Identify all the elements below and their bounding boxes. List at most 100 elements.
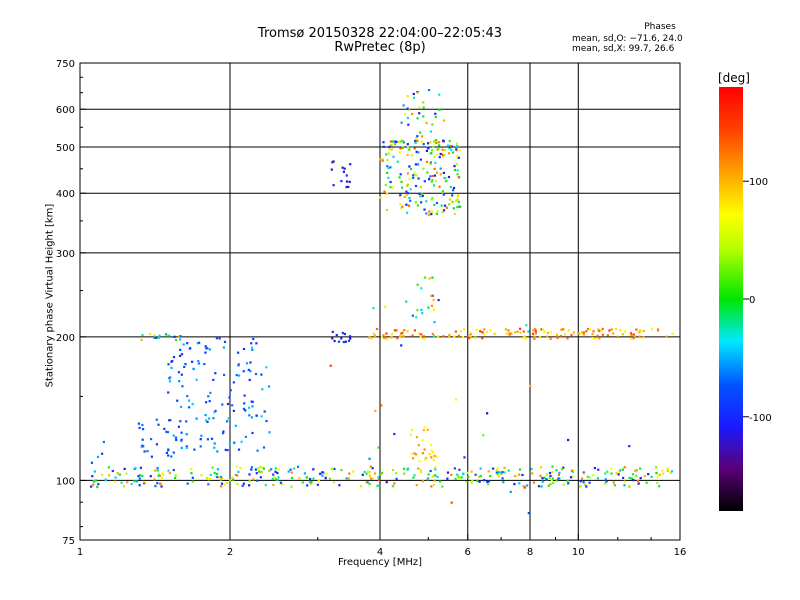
- data-point: [400, 121, 403, 124]
- data-point: [429, 130, 433, 133]
- data-point: [420, 140, 423, 143]
- data-point: [462, 473, 465, 476]
- data-point: [197, 362, 201, 365]
- data-point: [345, 477, 348, 480]
- data-point: [542, 328, 545, 331]
- data-point: [523, 336, 526, 339]
- data-point: [629, 337, 632, 340]
- data-point: [555, 479, 558, 482]
- x-tick-label: 8: [527, 547, 533, 558]
- data-point: [450, 473, 453, 476]
- data-point: [242, 482, 245, 485]
- data-point: [441, 153, 445, 157]
- data-point: [185, 446, 188, 449]
- data-point: [192, 368, 195, 371]
- data-point: [413, 329, 416, 332]
- data-point: [265, 420, 268, 423]
- data-point: [349, 337, 352, 340]
- data-point: [340, 337, 343, 340]
- data-point: [426, 478, 429, 481]
- data-point: [207, 483, 210, 486]
- data-point: [200, 434, 203, 437]
- data-point: [406, 107, 409, 110]
- data-point: [483, 479, 486, 482]
- data-point: [223, 373, 226, 376]
- data-point: [374, 409, 377, 412]
- data-point: [510, 332, 513, 335]
- data-point: [439, 152, 442, 156]
- data-point: [423, 425, 426, 429]
- data-point: [210, 437, 214, 440]
- data-point: [557, 477, 560, 480]
- data-point: [206, 347, 209, 350]
- data-point: [547, 484, 550, 487]
- data-point: [433, 203, 436, 206]
- data-point: [647, 473, 650, 476]
- data-point: [138, 477, 141, 480]
- data-point: [204, 351, 207, 354]
- data-point: [434, 112, 437, 115]
- data-point: [385, 209, 389, 212]
- data-point: [567, 482, 570, 485]
- data-point: [405, 184, 409, 187]
- data-point: [585, 330, 588, 333]
- data-point: [412, 476, 415, 479]
- data-point: [368, 474, 371, 477]
- data-point: [367, 470, 370, 473]
- data-point: [534, 332, 537, 335]
- colorbar-tick-label: 100: [749, 177, 768, 188]
- data-point: [457, 201, 460, 204]
- data-point: [180, 431, 183, 434]
- data-point: [348, 472, 351, 475]
- data-point: [439, 167, 442, 170]
- data-point: [492, 467, 495, 470]
- data-point: [226, 481, 229, 484]
- data-point: [386, 165, 389, 168]
- data-point: [429, 469, 432, 473]
- data-point: [583, 472, 586, 475]
- data-point: [242, 347, 246, 351]
- data-point: [454, 199, 457, 202]
- data-point: [591, 333, 594, 336]
- data-point: [639, 329, 642, 332]
- data-point: [562, 328, 565, 331]
- data-point: [252, 478, 255, 481]
- data-point: [399, 202, 402, 206]
- data-point: [418, 332, 421, 335]
- data-point: [422, 429, 425, 432]
- data-point: [264, 483, 267, 487]
- data-point: [199, 438, 202, 441]
- data-point: [364, 481, 367, 484]
- data-point: [455, 162, 458, 165]
- data-point: [155, 418, 158, 421]
- data-point: [301, 481, 304, 484]
- colorbar-tick-label: 0: [749, 295, 755, 306]
- data-point: [342, 340, 345, 344]
- data-point: [427, 142, 430, 145]
- data-point: [658, 485, 661, 488]
- data-point: [539, 474, 542, 477]
- data-point: [391, 468, 395, 472]
- data-point: [642, 336, 645, 339]
- data-point: [206, 438, 209, 441]
- data-point: [657, 329, 660, 332]
- data-point: [522, 330, 525, 333]
- data-point: [251, 348, 254, 351]
- data-point: [416, 117, 419, 120]
- data-point: [556, 336, 559, 339]
- data-point: [236, 474, 239, 477]
- data-point: [438, 480, 442, 483]
- data-point: [261, 466, 264, 469]
- data-point: [365, 472, 368, 475]
- data-point: [623, 484, 626, 487]
- data-point: [204, 414, 207, 417]
- data-point: [410, 428, 414, 431]
- data-point: [142, 428, 145, 431]
- data-point: [156, 482, 159, 485]
- data-point: [331, 161, 334, 164]
- data-point: [333, 467, 336, 471]
- data-point: [92, 483, 95, 486]
- data-point: [518, 473, 521, 476]
- data-point: [306, 484, 309, 487]
- data-point: [493, 332, 496, 335]
